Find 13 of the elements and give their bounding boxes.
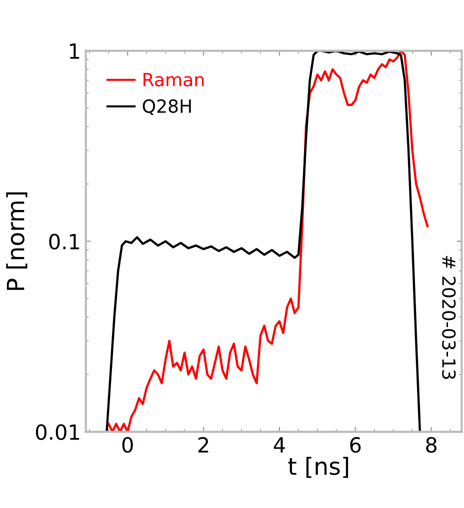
x-tick-label: 2 (198, 437, 208, 452)
annotation: # 2020-03-13 (442, 256, 456, 379)
y-tick-label: 0.1 (49, 234, 80, 250)
x-tick-label: 8 (426, 437, 437, 453)
y-tick-label: 1 (70, 44, 80, 59)
x-axis-title: t [ns] (288, 456, 348, 478)
x-tick-label: 0 (122, 437, 133, 453)
legend-label: Q28H (142, 99, 191, 116)
legend-label: Raman (144, 73, 204, 86)
y-axis-title: P [norm] (6, 192, 28, 290)
y-tick-label: 0.01 (36, 424, 80, 440)
x-tick-label: 6 (350, 437, 361, 453)
x-tick-label: 4 (274, 437, 285, 452)
